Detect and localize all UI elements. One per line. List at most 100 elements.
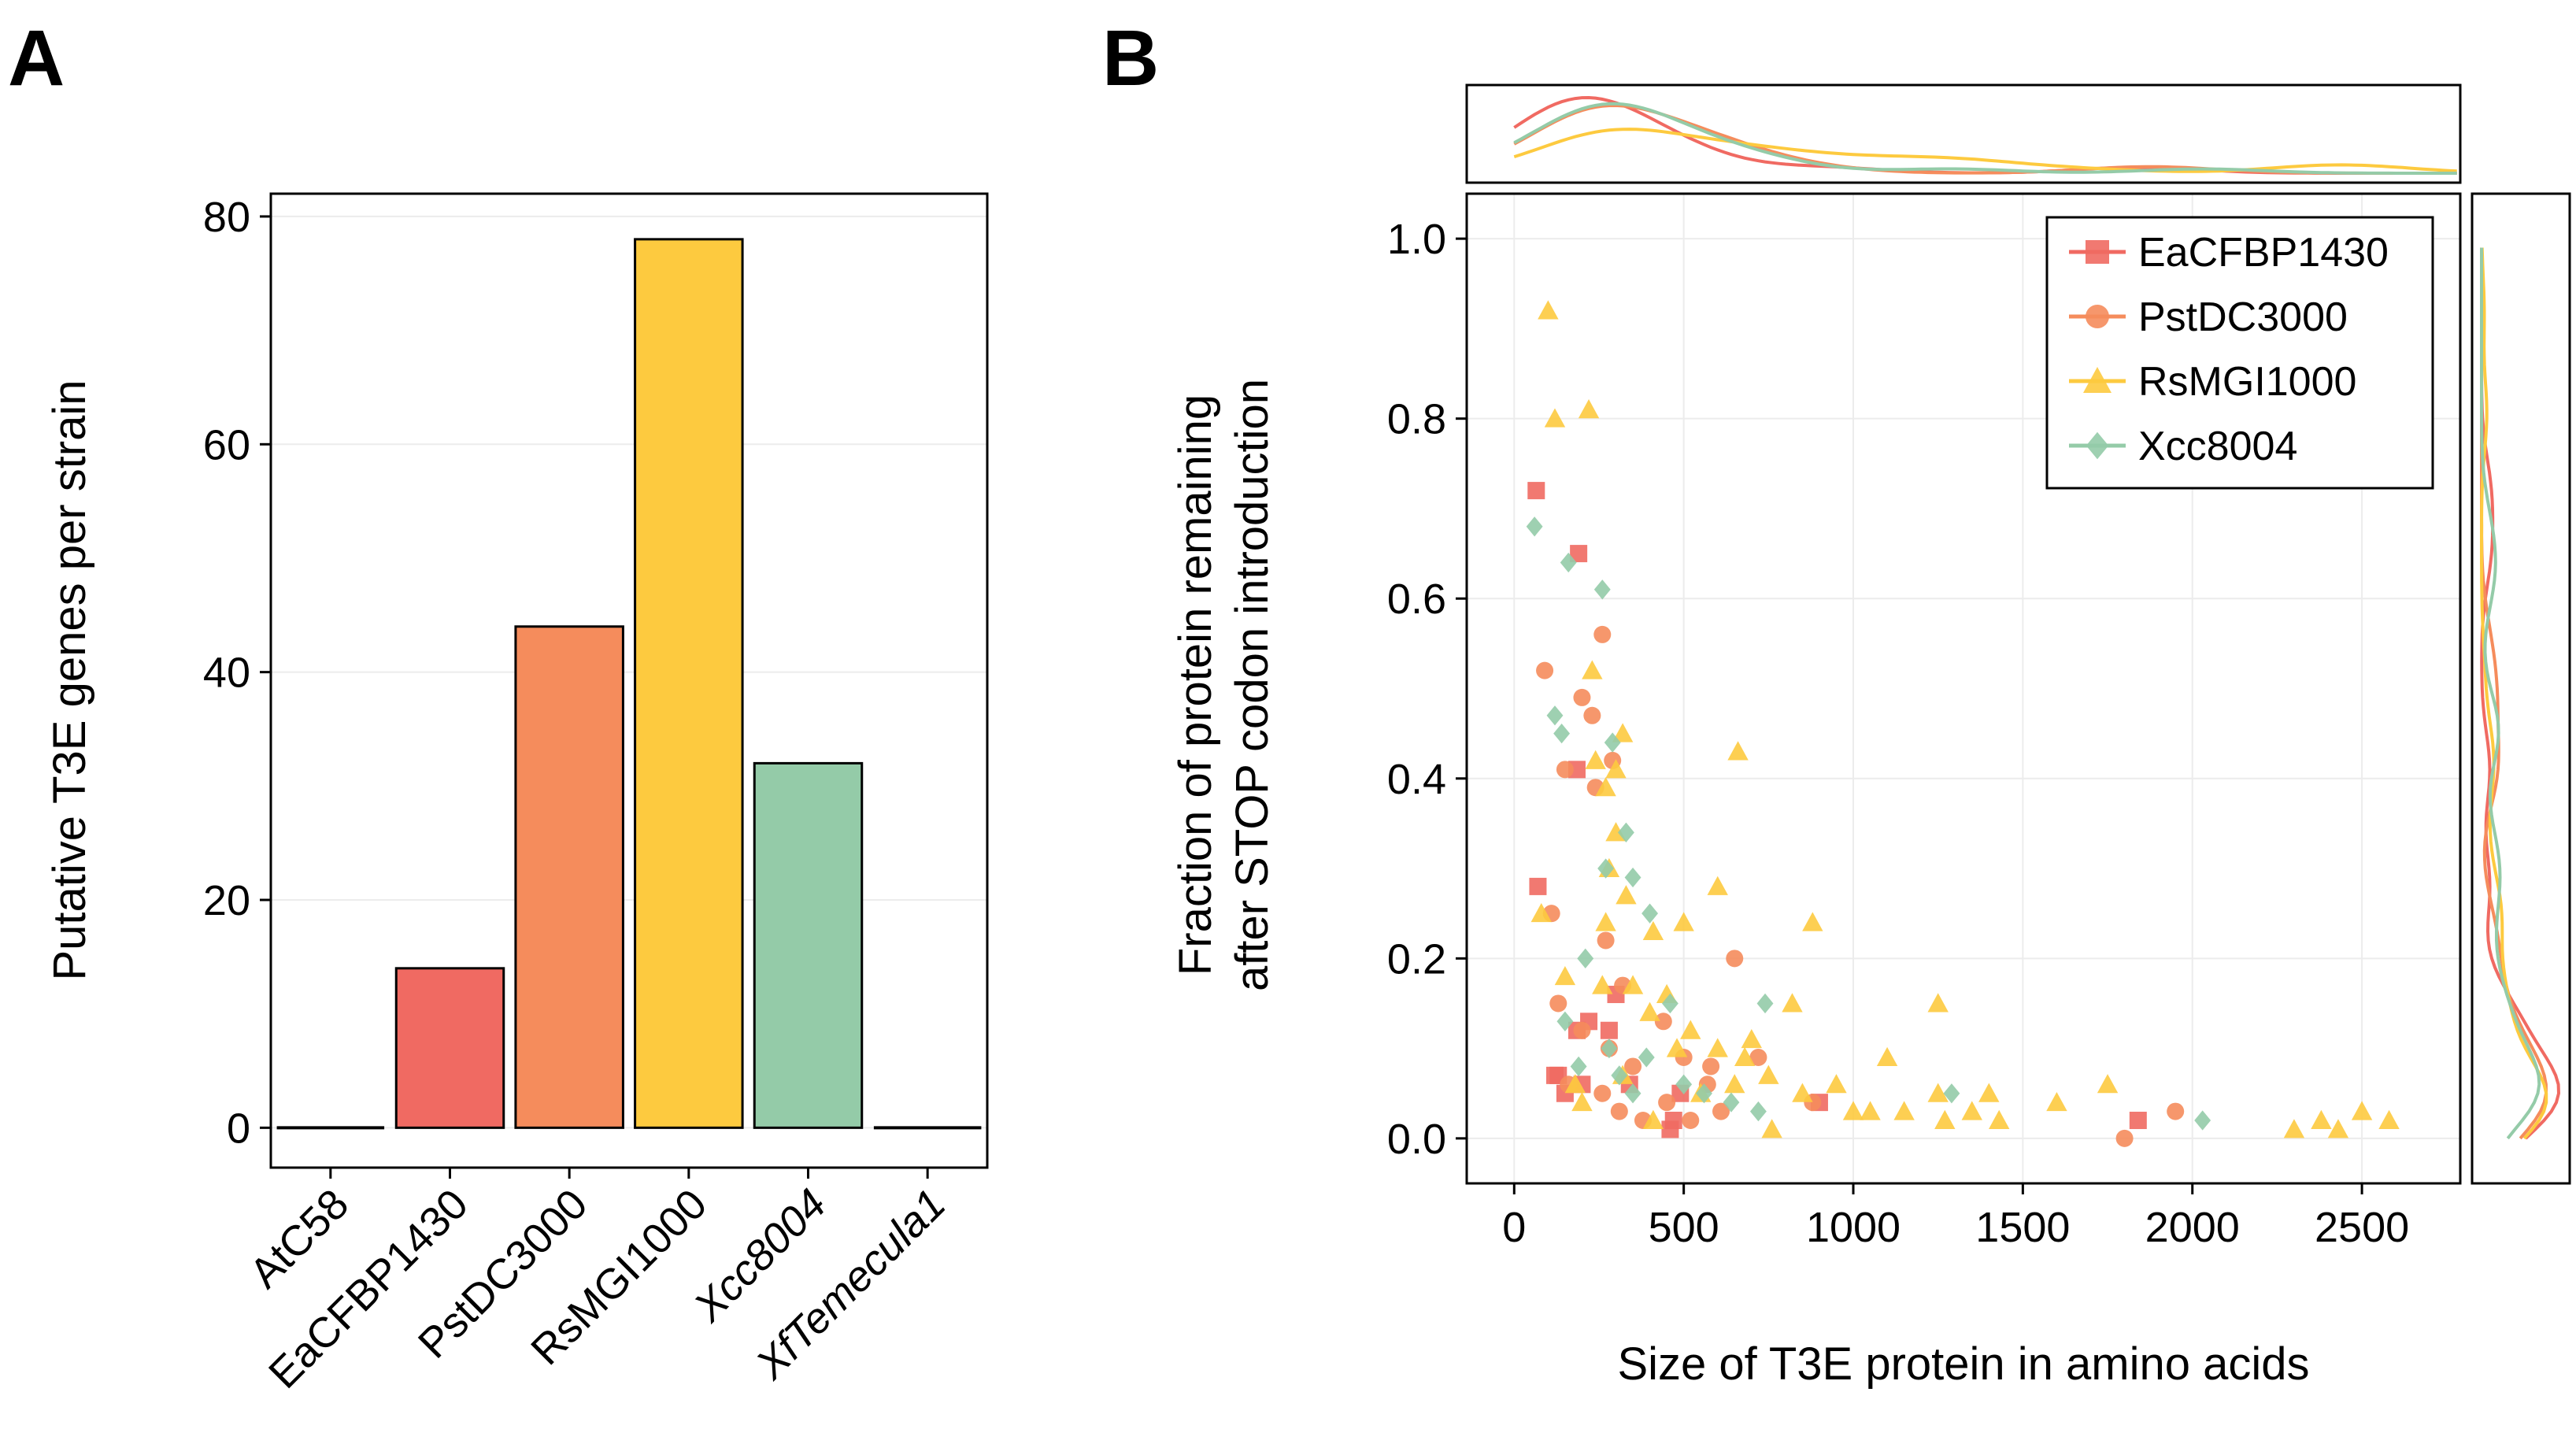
point-RsMGI1000 <box>2351 1101 2373 1120</box>
scatter-chart-panel: 0.00.20.40.60.81.0 0 500 1000 1500 2000 2500 … <box>1170 83 2571 1390</box>
point-RsMGI1000 <box>1592 975 1613 994</box>
point-Xcc8004 <box>1641 903 1659 924</box>
y-tick-label: 0.8 <box>1387 396 1446 443</box>
point-PstDC3000 <box>1624 1057 1642 1076</box>
legend-marker-Xcc8004 <box>2086 431 2109 460</box>
point-RsMGI1000 <box>2046 1091 2067 1112</box>
bar-chart-frame <box>269 192 989 1169</box>
top-density-PstDC3000 <box>1513 103 2457 175</box>
point-RsMGI1000 <box>1961 1101 1982 1120</box>
point-RsMGI1000 <box>1741 1028 1763 1049</box>
point-Xcc8004 <box>1611 1065 1628 1086</box>
point-PstDC3000 <box>1549 994 1567 1013</box>
point-RsMGI1000 <box>1860 1101 1881 1120</box>
point-RsMGI1000 <box>1605 759 1627 779</box>
point-RsMGI1000 <box>1826 1074 1847 1094</box>
legend-label-EaCFBP1430: EaCFBP1430 <box>2138 230 2389 276</box>
point-RsMGI1000 <box>1927 993 1949 1013</box>
point-PstDC3000 <box>1702 1057 1720 1076</box>
point-EaCFBP1430 <box>2129 1112 2147 1130</box>
point-RsMGI1000 <box>1616 885 1637 905</box>
top-marginal-density <box>1465 83 2462 184</box>
point-RsMGI1000 <box>1734 1046 1756 1067</box>
bar-EaCFBP1430 <box>394 967 505 1129</box>
y-tick-label: 0.2 <box>1387 935 1446 983</box>
point-RsMGI1000 <box>1642 1109 1664 1130</box>
right-density-curves <box>2480 247 2561 1140</box>
point-Xcc8004 <box>1756 993 1774 1014</box>
point-PstDC3000 <box>1682 1112 1700 1130</box>
point-Xcc8004 <box>1526 516 1543 537</box>
point-Xcc8004 <box>1556 1011 1574 1031</box>
bar-chart-bars <box>276 238 982 1130</box>
bar-RsMGI1000 <box>634 238 744 1129</box>
right-marginal-density <box>2471 192 2571 1185</box>
point-RsMGI1000 <box>1538 300 1559 320</box>
scatter-x-axis-title: Size of T3E protein in amino acids <box>1617 1338 2309 1390</box>
point-PstDC3000 <box>1749 1049 1767 1067</box>
bar-chart-y-axis-title: Putative T3E genes per strain <box>44 379 95 980</box>
point-RsMGI1000 <box>1842 1101 1864 1120</box>
point-RsMGI1000 <box>1707 1038 1728 1057</box>
point-RsMGI1000 <box>1530 902 1552 923</box>
point-RsMGI1000 <box>1724 1074 1745 1094</box>
point-EaCFBP1430 <box>1527 482 1545 500</box>
point-Xcc8004 <box>1624 1083 1641 1104</box>
point-PstDC3000 <box>2115 1129 2134 1147</box>
point-RsMGI1000 <box>1622 975 1644 994</box>
scatter-y-ticks: 0.0 0.2 0.4 0.6 0.8 1.0 <box>1387 216 1467 1163</box>
point-PstDC3000 <box>1573 1021 1591 1039</box>
point-PstDC3000 <box>1556 761 1574 779</box>
point-RsMGI1000 <box>1642 920 1664 941</box>
point-RsMGI1000 <box>1639 1001 1660 1021</box>
point-RsMGI1000 <box>1876 1046 1898 1067</box>
point-RsMGI1000 <box>1707 876 1728 895</box>
point-Xcc8004 <box>1597 858 1615 879</box>
point-RsMGI1000 <box>1989 1109 2010 1130</box>
x-tick-label-AtC58: AtC58 <box>241 1180 358 1298</box>
point-RsMGI1000 <box>1585 750 1606 769</box>
x-tick-label: 500 <box>1649 1204 1719 1251</box>
point-RsMGI1000 <box>1612 723 1634 742</box>
point-Xcc8004 <box>1723 1092 1740 1113</box>
y-tick-label: 0 <box>227 1105 250 1152</box>
x-tick-label: 2500 <box>2315 1204 2409 1251</box>
top-density-RsMGI1000 <box>1513 128 2457 173</box>
point-Xcc8004 <box>1617 822 1634 842</box>
top-marginal-frame <box>1465 83 2462 184</box>
top-density-EaCFBP1430 <box>1513 95 2457 175</box>
point-RsMGI1000 <box>1666 1038 1688 1057</box>
point-RsMGI1000 <box>1564 1074 1586 1094</box>
point-Xcc8004 <box>1570 1056 1587 1077</box>
point-RsMGI1000 <box>1782 993 1803 1013</box>
point-RsMGI1000 <box>2097 1074 2119 1094</box>
legend-marker-PstDC3000 <box>2086 305 2109 328</box>
point-PstDC3000 <box>1593 1084 1612 1102</box>
point-Xcc8004 <box>1553 723 1571 744</box>
point-Xcc8004 <box>1546 705 1564 726</box>
y-tick-label: 60 <box>203 421 250 468</box>
bar-chart-x-ticks: AtC58EaCFBP1430PstDC3000RsMGI1000Xcc8004… <box>241 1168 955 1398</box>
scatter-frame <box>1465 192 2462 1185</box>
point-RsMGI1000 <box>1595 777 1616 797</box>
point-Xcc8004 <box>1624 867 1641 888</box>
point-Xcc8004 <box>1601 1038 1618 1059</box>
point-RsMGI1000 <box>1802 912 1823 931</box>
scatter-y-axis-title-line-1: Fraction of protein remaining <box>1170 394 1221 976</box>
point-Xcc8004 <box>1749 1101 1767 1122</box>
legend-box <box>2045 216 2434 490</box>
scatter-legend: EaCFBP1430 PstDC3000 RsMGI1000 Xcc8004 <box>2045 216 2434 490</box>
right-density-RsMGI1000 <box>2480 247 2548 1140</box>
x-tick-label: 0 <box>1502 1204 1526 1251</box>
x-tick-label: 1000 <box>1806 1204 1901 1251</box>
point-Xcc8004 <box>1943 1083 1960 1104</box>
scatter-points <box>1526 300 2400 1147</box>
point-EaCFBP1430 <box>1664 1112 1682 1130</box>
y-tick-label: 0.4 <box>1387 756 1446 803</box>
legend-marker-RsMGI1000 <box>2083 367 2112 393</box>
point-Xcc8004 <box>1661 993 1678 1014</box>
point-Xcc8004 <box>1675 1074 1693 1094</box>
point-RsMGI1000 <box>1571 1091 1593 1112</box>
point-RsMGI1000 <box>1680 1020 1701 1039</box>
